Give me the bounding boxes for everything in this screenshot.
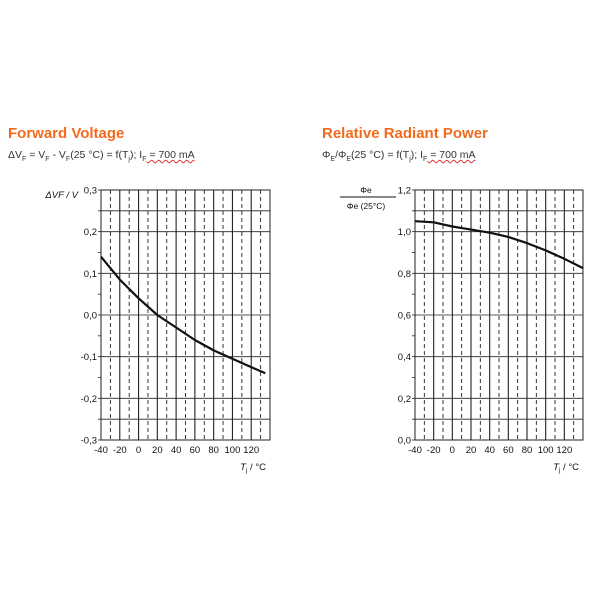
x-tick-label: 80: [208, 445, 219, 456]
x-tick-label: 120: [556, 445, 572, 456]
x-tick-label: 0: [136, 445, 141, 456]
data-series-line: [100, 256, 266, 375]
y-tick-label: 0,8: [398, 269, 411, 280]
forward-voltage-chart: 0,3 0,2 0,1 0,0 -0,1 -0,2 -0,3-40 -20 0 20 40 60 80 1…: [44, 186, 271, 474]
y-tick-label: -0,1: [81, 352, 97, 363]
y-tick-label: 1,2: [398, 186, 411, 197]
y-tick-label: 0,3: [84, 186, 97, 197]
chart-title: Relative Radiant Power: [322, 125, 488, 142]
y-tick-label: 0,0: [84, 311, 97, 322]
x-tick-label: -40: [94, 445, 108, 456]
x-axis-label: Tj / °C: [240, 462, 266, 474]
y-tick-label: 0,2: [84, 227, 97, 238]
y-axis-label: ΔVF / V: [44, 190, 79, 201]
y-tick-label: 0,2: [398, 394, 411, 405]
relative-radiant-power-panel: Relative Radiant Power ΦE/ΦE(25 °C) = f(…: [300, 118, 600, 478]
chart-subtitle: ΔVF = VF - VF(25 °C) = f(Tj); IF = 700 m…: [8, 149, 195, 164]
x-tick-label: 60: [503, 445, 514, 456]
y-axis-label-denominator: Φe (25°C): [347, 201, 386, 211]
x-tick-label: 20: [466, 445, 477, 456]
x-tick-label: -20: [427, 445, 441, 456]
x-tick-label: 100: [538, 445, 554, 456]
chart-subtitle: ΦE/ΦE(25 °C) = f(Tj); IF = 700 mA: [322, 149, 476, 164]
y-tick-label: 1,0: [398, 227, 411, 238]
x-tick-label: -20: [113, 445, 127, 456]
x-tick-label: 80: [522, 445, 533, 456]
y-tick-label: 0,1: [84, 269, 97, 280]
x-tick-label: 20: [152, 445, 163, 456]
x-tick-label: 120: [243, 445, 259, 456]
y-tick-label: -0,3: [81, 436, 97, 447]
chart-title: Forward Voltage: [8, 125, 125, 142]
y-tick-label: -0,2: [81, 394, 97, 405]
x-tick-label: -40: [408, 445, 422, 456]
y-axis-label-numerator: Φe: [360, 185, 372, 195]
x-tick-label: 40: [484, 445, 495, 456]
x-tick-label: 60: [190, 445, 201, 456]
y-tick-label: 0,0: [398, 436, 411, 447]
x-tick-label: 40: [171, 445, 182, 456]
x-tick-label: 100: [225, 445, 241, 456]
data-series-line: [414, 220, 584, 270]
y-tick-label: 0,4: [398, 352, 411, 363]
forward-voltage-panel: Forward Voltage ΔVF = VF - VF(25 °C) = f…: [0, 118, 300, 478]
relative-radiant-power-chart: 1,2 1,0 0,8 0,6 0,4 0,2 0,0-40 -20 0 20 40 60 80 100 1…: [340, 185, 584, 474]
x-tick-label: 0: [450, 445, 455, 456]
x-axis-label: Tj / °C: [553, 462, 579, 474]
y-tick-label: 0,6: [398, 311, 411, 322]
